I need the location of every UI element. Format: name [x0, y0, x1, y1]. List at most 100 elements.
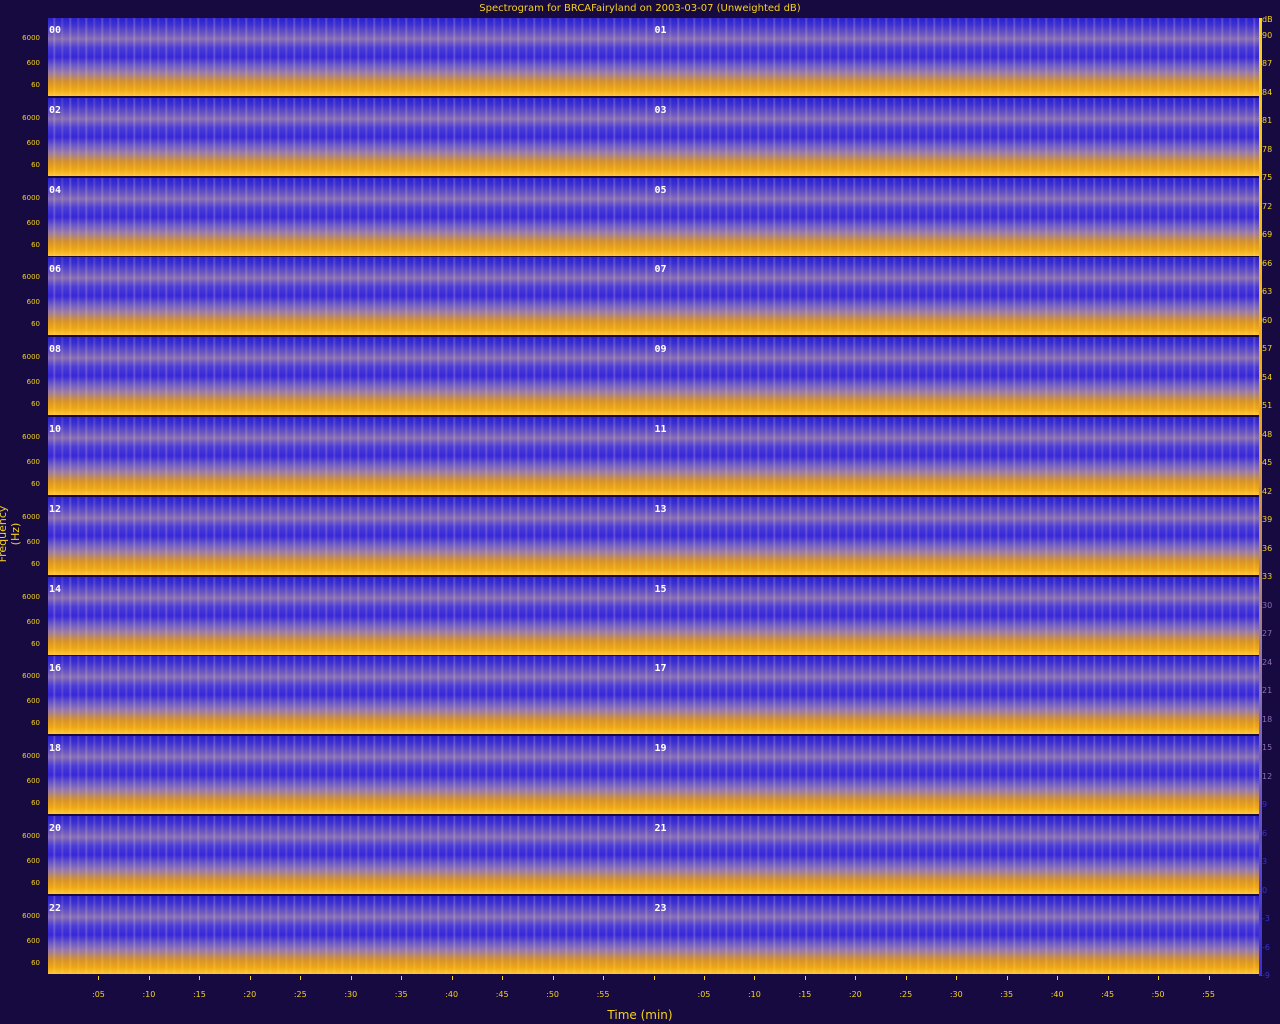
- x-tick-label: :30: [949, 990, 963, 999]
- hour-label: 18: [49, 743, 62, 755]
- hour-label: 10: [49, 424, 62, 435]
- colorbar-tick-label: 87: [1262, 59, 1273, 69]
- colorbar-tick-label: 69: [1262, 230, 1273, 240]
- colorbar-tick-label: 84: [1262, 87, 1273, 97]
- colorbar-tick-label: 33: [1262, 572, 1273, 582]
- spectrogram-row: [48, 177, 1259, 256]
- x-tick-label: :55: [596, 990, 610, 999]
- spectrogram-row: [48, 257, 1259, 336]
- colorbar-tick-label: 0: [1262, 885, 1268, 895]
- y-tick-label: 60: [31, 320, 40, 329]
- y-tick-label: 600: [26, 59, 40, 67]
- y-tick-label: 60: [31, 81, 40, 89]
- hour-label: 12: [49, 503, 62, 515]
- hour-label: 13: [654, 503, 667, 515]
- y-tick-label: 60: [31, 160, 40, 169]
- hour-label: 14: [49, 583, 62, 595]
- x-tick-label: :25: [293, 990, 307, 999]
- x-tick-mark: [148, 976, 150, 980]
- y-tick-label: 600: [26, 138, 40, 147]
- hour-label: 08: [49, 344, 62, 356]
- colorbar-tick-label: -6: [1262, 942, 1270, 952]
- y-tick-label: 60: [31, 799, 40, 808]
- chart-title: Spectrogram for BRCAFairyland on 2003-03…: [479, 3, 801, 14]
- y-tick-label: 600: [26, 857, 40, 865]
- y-tick-label: 6000: [22, 113, 40, 122]
- x-tick-mark: [703, 976, 705, 980]
- x-tick-label: :10: [747, 990, 761, 999]
- colorbar-tick-label: 63: [1262, 287, 1273, 297]
- spectrogram-row: [48, 895, 1259, 974]
- hour-label: 17: [654, 663, 667, 675]
- hour-label: 09: [654, 344, 667, 356]
- x-tick-mark: [249, 976, 251, 980]
- x-tick-label: :40: [445, 990, 459, 999]
- colorbar-tick-label: 90: [1262, 31, 1273, 40]
- y-tick-label: 600: [26, 617, 40, 626]
- hour-label: 21: [654, 823, 667, 834]
- colorbar-tick-label: 81: [1262, 116, 1273, 126]
- colorbar-tick-label: 12: [1262, 771, 1273, 781]
- x-tick-mark: [905, 976, 907, 980]
- x-tick-mark: [1208, 976, 1210, 980]
- colorbar-tick-label: -3: [1262, 914, 1270, 924]
- hour-label: 15: [654, 583, 667, 595]
- y-tick-label: 600: [26, 537, 40, 546]
- colorbar-tick-label: 15: [1262, 743, 1273, 753]
- spectrogram-row: [48, 736, 1259, 815]
- spectrogram-row: [48, 18, 1259, 96]
- x-tick-label: :25: [899, 990, 913, 999]
- colorbar-tick-label: 60: [1262, 315, 1273, 325]
- y-tick-label: 60: [31, 639, 40, 648]
- colorbar: [1259, 18, 1262, 976]
- x-tick-label: :15: [192, 990, 206, 999]
- x-tick-mark: [956, 976, 958, 980]
- x-tick-mark: [603, 976, 605, 980]
- x-tick-label: :50: [546, 990, 560, 999]
- hour-label: 22: [49, 902, 62, 914]
- x-tick-label: :45: [1101, 990, 1115, 999]
- x-tick-label: :05: [92, 990, 105, 999]
- y-tick-label: 6000: [22, 672, 40, 681]
- x-tick-label: :10: [142, 990, 156, 999]
- y-tick-label: 600: [26, 298, 40, 307]
- x-tick-mark: [1158, 976, 1160, 980]
- spectrogram-row: [48, 496, 1259, 575]
- colorbar-tick-label: 30: [1262, 600, 1273, 610]
- colorbar-tick-label: 75: [1262, 173, 1273, 183]
- colorbar-tick-label: -9: [1262, 971, 1270, 980]
- x-tick-label: :05: [697, 990, 711, 999]
- y-tick-label: 600: [26, 697, 40, 706]
- x-tick-label: :20: [243, 990, 257, 999]
- colorbar-unit: dB: [1262, 15, 1273, 24]
- hour-label: 23: [654, 902, 667, 914]
- x-tick-label: :55: [1202, 990, 1215, 999]
- y-tick-label: 6000: [22, 193, 40, 202]
- y-tick-label: 6000: [22, 832, 40, 840]
- y-tick-label: 6000: [22, 433, 40, 441]
- x-tick-mark: [401, 976, 403, 980]
- y-tick-label: 6000: [22, 512, 40, 521]
- colorbar-tick-label: 27: [1262, 629, 1273, 639]
- x-tick-mark: [451, 976, 453, 980]
- colorbar-tick-label: 66: [1262, 258, 1273, 268]
- x-tick-mark: [1006, 976, 1008, 980]
- colorbar-tick-label: 57: [1262, 344, 1273, 354]
- y-tick-label: 60: [31, 240, 40, 249]
- hour-label: 06: [49, 264, 62, 276]
- hour-label: 04: [49, 184, 62, 196]
- x-tick-label: :35: [394, 990, 408, 999]
- x-tick-label: :15: [798, 990, 812, 999]
- x-tick-mark: [1107, 976, 1109, 980]
- y-tick-label: 60: [31, 559, 40, 568]
- hour-label: 00: [49, 25, 62, 36]
- x-tick-label: :50: [1151, 990, 1165, 999]
- x-tick-label: :40: [1050, 990, 1064, 999]
- colorbar-tick-label: 42: [1262, 486, 1273, 496]
- x-tick-mark: [855, 976, 857, 980]
- spectrogram-row: [48, 337, 1259, 416]
- spectrogram-row: [48, 97, 1259, 176]
- x-tick-mark: [350, 976, 352, 980]
- colorbar-tick-label: 24: [1262, 657, 1273, 667]
